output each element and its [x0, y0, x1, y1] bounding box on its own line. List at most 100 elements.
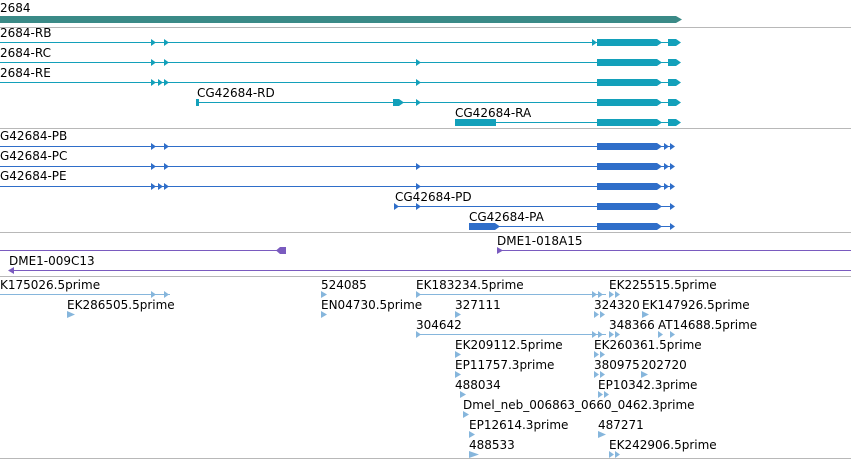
strand-arrow-icon [151, 39, 169, 46]
exon-block [597, 223, 657, 230]
est-label[interactable]: EK242906.5prime [609, 438, 717, 452]
track-separator [0, 128, 851, 129]
est-line [0, 294, 170, 295]
exon-block [668, 99, 676, 106]
est-label[interactable]: 487271 [598, 418, 644, 432]
strand-arrow-icon [151, 163, 169, 170]
est-label[interactable]: EN04730.5prime [321, 298, 423, 312]
intron-line [197, 102, 676, 103]
protein-label: G42684-PC [0, 149, 68, 163]
gene-bar[interactable] [0, 16, 676, 23]
exon-block [597, 79, 657, 86]
exon-block [597, 183, 657, 190]
est-label[interactable]: EK147926.5prime [642, 298, 750, 312]
est-label[interactable]: AT14688.5prime [658, 318, 758, 332]
exon-block [597, 203, 657, 210]
strand-arrow-icon [416, 163, 421, 170]
est-arrow-icon [594, 371, 605, 378]
est-arrow-icon [416, 331, 421, 338]
est-arrow-icon [463, 411, 469, 418]
exon-block [597, 59, 657, 66]
intron-line [0, 62, 676, 63]
est-label[interactable]: EK286505.5prime [67, 298, 175, 312]
exon-block [597, 39, 657, 46]
clone-end-arrow-icon [497, 247, 503, 254]
track-separator [0, 276, 851, 277]
est-arrow-icon [598, 391, 609, 398]
strand-arrow-icon [657, 79, 681, 86]
est-label[interactable]: 524085 [321, 278, 367, 292]
est-arrow-icon [455, 371, 461, 378]
clone-line [0, 250, 286, 251]
intron-line [0, 82, 676, 83]
exon-block [597, 99, 657, 106]
est-arrow-icon [658, 331, 675, 338]
strand-arrow-icon [495, 223, 500, 230]
gene-strand-arrow-icon [676, 16, 682, 23]
est-label[interactable]: K175026.5prime [0, 278, 101, 292]
est-label[interactable]: 304642 [416, 318, 462, 332]
est-label[interactable]: 327111 [455, 298, 501, 312]
est-label[interactable]: EP11757.3prime [455, 358, 555, 372]
exon-block [597, 143, 657, 150]
est-arrow-icon [151, 291, 169, 298]
strand-arrow-icon [657, 143, 675, 150]
strand-arrow-icon [657, 39, 681, 46]
transcript-label: CG42684-RA [455, 106, 532, 120]
protein-label: CG42684-PD [395, 190, 472, 204]
transcript-label: 2684-RE [0, 66, 51, 80]
clone-label: DME1-018A15 [497, 234, 583, 248]
intron-line [0, 146, 674, 147]
est-arrow-icon [598, 431, 606, 438]
exon-block [597, 163, 657, 170]
est-line [416, 334, 606, 335]
strand-arrow-icon [416, 203, 421, 210]
est-label[interactable]: 380975 [594, 358, 640, 372]
est-label[interactable]: Dmel_neb_006863_0660_0462.3prime [463, 398, 695, 412]
protein-label: G42684-PB [0, 129, 68, 143]
exon-block [455, 119, 496, 126]
est-label[interactable]: EP12614.3prime [469, 418, 569, 432]
strand-arrow-icon [657, 59, 681, 66]
exon-block [668, 39, 676, 46]
clone-end-arrow-icon [276, 247, 286, 254]
strand-arrow-icon [416, 99, 421, 106]
est-arrow-icon [609, 331, 620, 338]
clone-end-arrow-icon [8, 267, 14, 274]
est-arrow-icon [455, 311, 461, 318]
est-label[interactable]: 324320 [594, 298, 640, 312]
est-label[interactable]: EK260361.5prime [594, 338, 702, 352]
strand-arrow-icon [657, 99, 681, 106]
strand-arrow-icon [394, 203, 399, 210]
est-arrow-icon [592, 291, 603, 298]
transcript-label: 2684-RB [0, 26, 52, 40]
transcript-label: 2684-RC [0, 46, 51, 60]
est-arrow-icon [641, 371, 648, 378]
est-arrow-icon [416, 291, 421, 298]
intron-line [395, 206, 674, 207]
strand-arrow-icon [657, 119, 681, 126]
gene-label: 2684 [0, 1, 31, 15]
est-arrow-icon [592, 331, 603, 338]
exon-block [469, 223, 495, 230]
est-label[interactable]: 348366 [609, 318, 655, 332]
intron-line [0, 166, 674, 167]
strand-arrow-icon [592, 39, 597, 46]
strand-arrow-icon [657, 203, 675, 210]
est-arrow-icon [594, 351, 605, 358]
strand-arrow-icon [657, 163, 675, 170]
est-label[interactable]: EP10342.3prime [598, 378, 698, 392]
exon-block [668, 59, 676, 66]
strand-arrow-icon [151, 143, 169, 150]
est-label[interactable]: EK183234.5prime [416, 278, 524, 292]
est-label[interactable]: 488034 [455, 378, 501, 392]
protein-label: G42684-PE [0, 169, 67, 183]
transcript-label: CG42684-RD [197, 86, 275, 100]
est-label[interactable]: EK225515.5prime [609, 278, 717, 292]
strand-arrow-icon [151, 79, 169, 86]
est-label[interactable]: EK209112.5prime [455, 338, 563, 352]
est-label[interactable]: 202720 [641, 358, 687, 372]
est-arrow-icon [594, 311, 605, 318]
clone-label: DME1-009C13 [9, 254, 95, 268]
est-label[interactable]: 488533 [469, 438, 515, 452]
